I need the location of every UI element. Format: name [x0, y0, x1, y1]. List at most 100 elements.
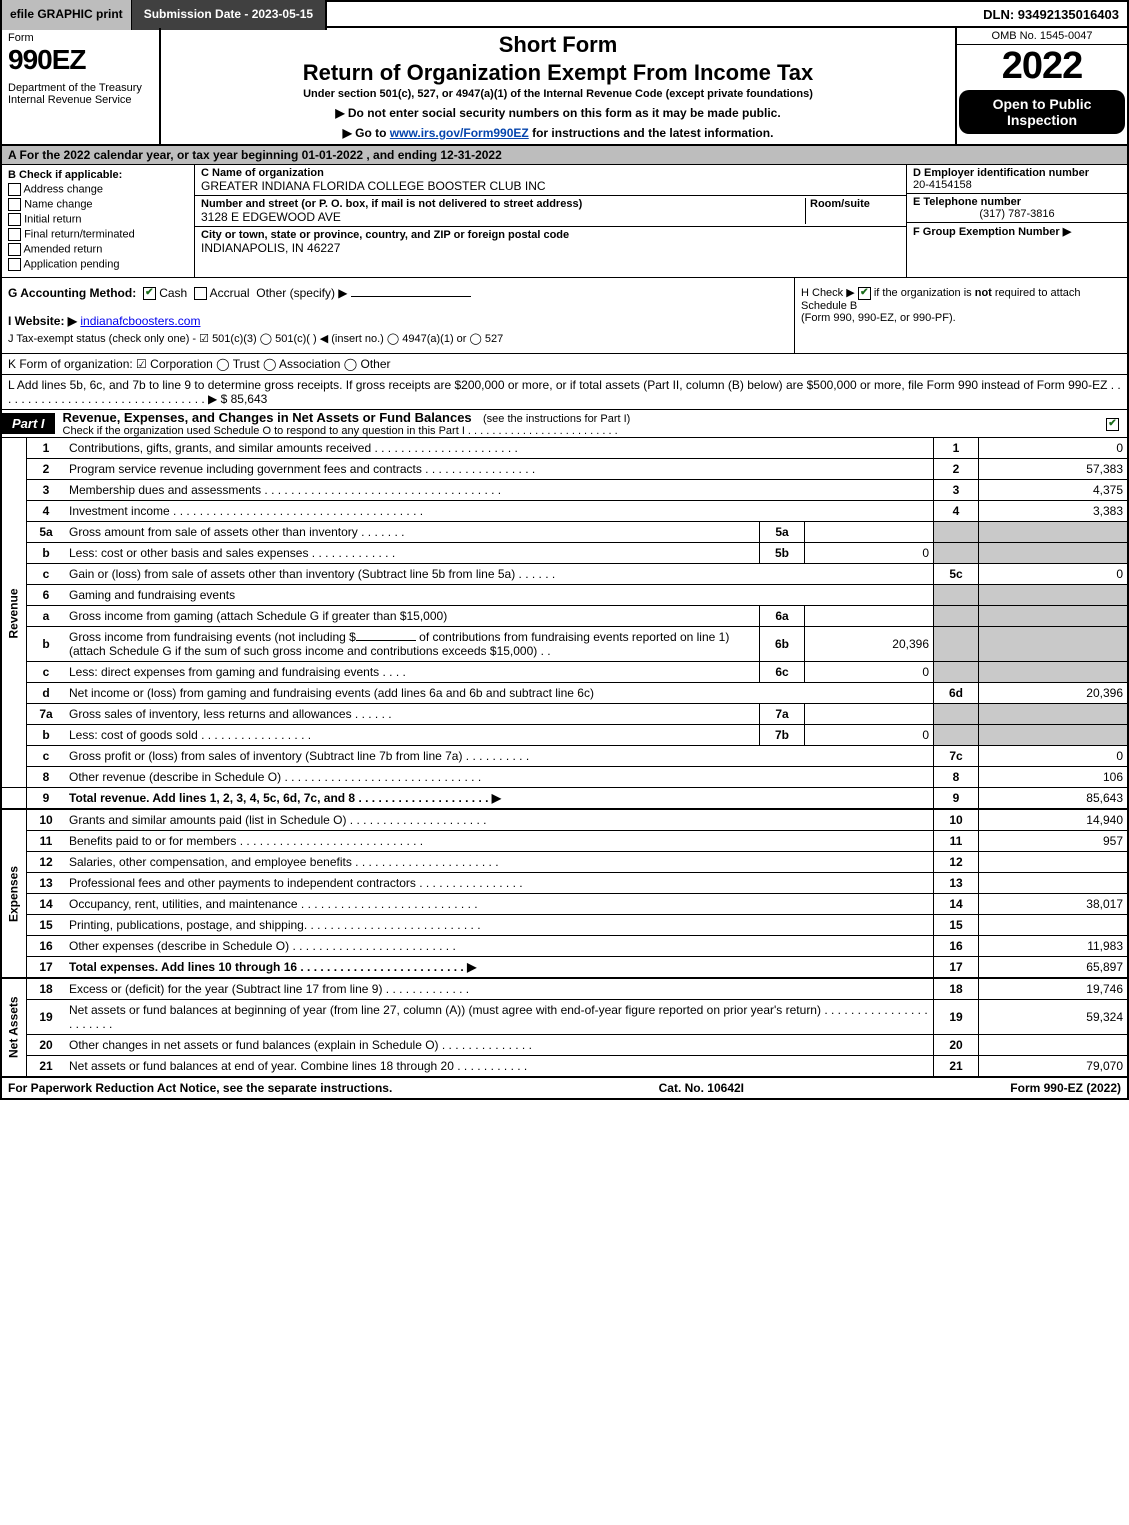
org-name-label: C Name of organization [201, 167, 324, 179]
other-specify-input[interactable] [351, 296, 471, 297]
chk-schedule-o[interactable] [1106, 418, 1119, 431]
omb-number: OMB No. 1545-0047 [957, 28, 1127, 45]
line-8-num: 8 [27, 767, 66, 788]
line-17-amt: 65,897 [979, 957, 1129, 979]
line-13: 13Professional fees and other payments t… [1, 873, 1128, 894]
grey-cell [934, 704, 979, 725]
form-header: Form 990EZ Department of the Treasury In… [0, 28, 1129, 146]
line-6b-num: b [27, 627, 66, 662]
line-7c: cGross profit or (loss) from sales of in… [1, 746, 1128, 767]
line-6d-amt: 20,396 [979, 683, 1129, 704]
chk-amended-return[interactable]: Amended return [8, 243, 188, 256]
line-4-num: 4 [27, 501, 66, 522]
line-2-ref: 2 [934, 459, 979, 480]
h-text2: if the organization is [874, 287, 975, 299]
line-20-desc: Other changes in net assets or fund bala… [65, 1035, 934, 1056]
goto-pre: ▶ Go to [343, 126, 390, 140]
org-name: GREATER INDIANA FLORIDA COLLEGE BOOSTER … [201, 179, 546, 193]
line-21-amt: 79,070 [979, 1056, 1129, 1078]
open-inspection-badge: Open to Public Inspection [959, 90, 1125, 134]
line-16-amt: 11,983 [979, 936, 1129, 957]
grey-cell [934, 627, 979, 662]
section-bcdef: B Check if applicable: Address change Na… [0, 165, 1129, 278]
line-5b-ref: 5b [760, 543, 805, 564]
line-21: 21Net assets or fund balances at end of … [1, 1056, 1128, 1078]
chk-cash[interactable] [143, 287, 156, 300]
chk-address-change[interactable]: Address change [8, 183, 188, 196]
line-2-desc: Program service revenue including govern… [65, 459, 934, 480]
website-label: I Website: ▶ [8, 314, 77, 328]
footer-right: Form 990-EZ (2022) [1010, 1081, 1121, 1095]
line-6-desc: Gaming and fundraising events [65, 585, 934, 606]
phone-value: (317) 787-3816 [913, 208, 1121, 220]
group-exemption-label: F Group Exemption Number ▶ [913, 226, 1071, 238]
chk-accrual[interactable] [194, 287, 207, 300]
line-5b: bLess: cost or other basis and sales exp… [1, 543, 1128, 564]
line-7c-num: c [27, 746, 66, 767]
grey-cell [979, 606, 1129, 627]
box-c: C Name of organization GREATER INDIANA F… [195, 165, 906, 277]
line-14: 14Occupancy, rent, utilities, and mainte… [1, 894, 1128, 915]
line-5c: cGain or (loss) from sale of assets othe… [1, 564, 1128, 585]
city-label: City or town, state or province, country… [201, 229, 569, 241]
line-7b-num: b [27, 725, 66, 746]
chk-name-change[interactable]: Name change [8, 198, 188, 211]
short-form-title: Short Form [169, 32, 947, 58]
line-13-num: 13 [27, 873, 66, 894]
line-6a-num: a [27, 606, 66, 627]
website-link[interactable]: indianafcboosters.com [80, 314, 200, 328]
line-13-ref: 13 [934, 873, 979, 894]
line-6c-num: c [27, 662, 66, 683]
line-6: 6Gaming and fundraising events [1, 585, 1128, 606]
row-k: K Form of organization: ☑ Corporation ◯ … [0, 354, 1129, 375]
line-16-desc: Other expenses (describe in Schedule O) … [65, 936, 934, 957]
line-16-num: 16 [27, 936, 66, 957]
line-15-ref: 15 [934, 915, 979, 936]
line-17-num: 17 [27, 957, 66, 979]
line-6b: bGross income from fundraising events (n… [1, 627, 1128, 662]
line-10-desc: Grants and similar amounts paid (list in… [65, 809, 934, 831]
line-6a: aGross income from gaming (attach Schedu… [1, 606, 1128, 627]
line-8-amt: 106 [979, 767, 1129, 788]
irs-link[interactable]: www.irs.gov/Form990EZ [390, 126, 529, 140]
line-4: 4Investment income . . . . . . . . . . .… [1, 501, 1128, 522]
line-15: 15Printing, publications, postage, and s… [1, 915, 1128, 936]
submission-date-pill: Submission Date - 2023-05-15 [132, 0, 327, 30]
chk-schedule-b[interactable] [858, 287, 871, 300]
line-14-desc: Occupancy, rent, utilities, and maintena… [65, 894, 934, 915]
box-b: B Check if applicable: Address change Na… [2, 165, 195, 277]
line-15-desc: Printing, publications, postage, and shi… [65, 915, 934, 936]
line-6c: cLess: direct expenses from gaming and f… [1, 662, 1128, 683]
line-18-amt: 19,746 [979, 978, 1129, 1000]
line-10-num: 10 [27, 809, 66, 831]
efile-print-button[interactable]: efile GRAPHIC print [2, 0, 132, 30]
h-text1: H Check ▶ [801, 287, 858, 299]
row-l-text: L Add lines 5b, 6c, and 7b to line 9 to … [8, 378, 1121, 406]
line-8-ref: 8 [934, 767, 979, 788]
chk-initial-return[interactable]: Initial return [8, 213, 188, 226]
part1-title-note: (see the instructions for Part I) [475, 413, 630, 425]
line-18: Net Assets 18Excess or (deficit) for the… [1, 978, 1128, 1000]
line-20-num: 20 [27, 1035, 66, 1056]
line-14-ref: 14 [934, 894, 979, 915]
netassets-label: Net Assets [1, 978, 27, 1077]
line-2-amt: 57,383 [979, 459, 1129, 480]
line-19: 19Net assets or fund balances at beginni… [1, 1000, 1128, 1035]
part1-check-note: Check if the organization used Schedule … [63, 425, 618, 437]
line-19-amt: 59,324 [979, 1000, 1129, 1035]
row-gh: G Accounting Method: Cash Accrual Other … [0, 278, 1129, 354]
line-6a-sv [805, 606, 934, 627]
line-15-amt [979, 915, 1129, 936]
line-7c-desc: Gross profit or (loss) from sales of inv… [65, 746, 934, 767]
line-17-desc: Total expenses. Add lines 10 through 16 … [65, 957, 934, 979]
chk-application-pending[interactable]: Application pending [8, 258, 188, 271]
expenses-label: Expenses [1, 809, 27, 978]
row-a-tax-year: A For the 2022 calendar year, or tax yea… [0, 146, 1129, 165]
row-l-value: 85,643 [231, 392, 268, 406]
tax-year: 2022 [957, 45, 1127, 88]
line-18-num: 18 [27, 978, 66, 1000]
chk-final-return[interactable]: Final return/terminated [8, 228, 188, 241]
line-5b-desc: Less: cost or other basis and sales expe… [65, 543, 760, 564]
line-7b-desc: Less: cost of goods sold . . . . . . . .… [65, 725, 760, 746]
line-3-desc: Membership dues and assessments . . . . … [65, 480, 934, 501]
